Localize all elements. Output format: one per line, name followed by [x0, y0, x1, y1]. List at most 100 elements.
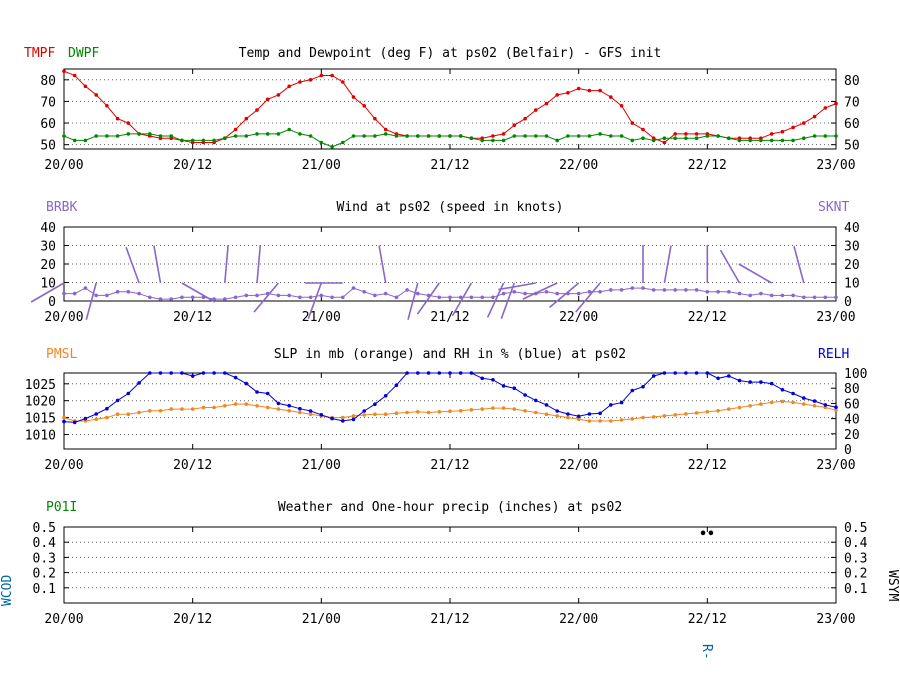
data-point-pmsl	[834, 408, 838, 413]
y-tick-label: 80	[844, 74, 860, 89]
data-point-sknt	[105, 293, 109, 298]
data-point-pmsl	[458, 409, 463, 413]
data-point-dwpf	[834, 134, 838, 138]
data-point-tmpf	[630, 121, 635, 125]
data-point-tmpf	[105, 104, 109, 108]
data-point-pmsl	[791, 400, 795, 405]
data-point-dwpf	[598, 132, 602, 136]
data-point-pmsl	[480, 407, 485, 411]
x-tick-label: 21/12	[430, 458, 469, 473]
y-tick-label: 1020	[25, 395, 56, 410]
data-point-sknt	[169, 297, 173, 301]
data-point-tmpf	[330, 73, 334, 78]
data-point-pmsl	[812, 404, 817, 408]
data-point-dwpf	[748, 138, 752, 143]
data-point-dwpf	[298, 132, 302, 136]
data-point-relh	[780, 387, 785, 392]
data-point-sknt	[651, 288, 656, 292]
data-point-sknt	[727, 290, 731, 294]
y-tick-label: 1015	[25, 412, 56, 427]
data-point-relh	[362, 409, 367, 413]
data-point-tmpf	[587, 88, 592, 93]
data-point-sknt	[823, 295, 828, 300]
data-point-relh	[437, 371, 442, 375]
data-point-dwpf	[341, 140, 345, 145]
data-point-pmsl	[437, 410, 442, 414]
data-point-relh	[791, 391, 795, 396]
data-point-relh	[426, 371, 431, 375]
data-point-tmpf	[94, 93, 98, 97]
data-point-dwpf	[416, 134, 420, 138]
data-point-dwpf	[469, 136, 474, 140]
data-point-relh	[544, 403, 549, 407]
wind-barb	[181, 282, 216, 303]
data-point-pmsl	[630, 417, 635, 421]
data-point-dwpf	[512, 134, 517, 138]
data-point-relh	[705, 371, 710, 375]
data-point-relh	[94, 412, 98, 416]
data-point-tmpf	[823, 106, 828, 110]
data-point-relh	[812, 399, 817, 403]
data-point-sknt	[72, 291, 77, 296]
data-point-dwpf	[276, 132, 281, 136]
data-point-dwpf	[362, 134, 367, 138]
x-tick-label: 20/12	[173, 612, 212, 627]
data-point-tmpf	[523, 116, 527, 121]
data-point-dwpf	[727, 136, 731, 140]
data-point-relh	[802, 396, 806, 400]
data-point-sknt	[394, 295, 399, 300]
data-point-tmpf	[576, 86, 581, 91]
x-tick-label: 20/12	[173, 310, 212, 325]
data-point-dwpf	[823, 134, 828, 138]
x-tick-label: 21/12	[430, 310, 469, 325]
data-point-dwpf	[126, 132, 131, 136]
data-point-dwpf	[72, 138, 77, 143]
data-point-relh	[265, 391, 270, 396]
data-point-pmsl	[759, 402, 763, 406]
data-point-relh	[72, 420, 77, 425]
data-point-dwpf	[94, 134, 98, 138]
data-point-pmsl	[555, 414, 559, 418]
data-point-pmsl	[373, 412, 377, 417]
data-point-dwpf	[405, 134, 409, 138]
data-point-relh	[512, 386, 517, 391]
data-point-pmsl	[362, 413, 367, 417]
data-point-tmpf	[308, 78, 313, 82]
data-point-sknt	[437, 295, 442, 300]
wind-barb	[451, 282, 473, 317]
temp-title: Temp and Dewpoint (deg F) at ps02 (Belfa…	[239, 46, 662, 61]
data-point-relh	[823, 403, 828, 407]
data-point-relh	[619, 400, 624, 405]
wind-barb	[793, 246, 805, 284]
data-point-relh	[244, 381, 249, 386]
y-tick-label: 20	[844, 428, 860, 443]
data-point-pmsl	[416, 410, 420, 414]
data-point-pmsl	[769, 400, 774, 405]
data-point-dwpf	[383, 132, 388, 136]
data-point-relh	[223, 371, 227, 375]
data-point-relh	[201, 371, 206, 375]
wind-barb	[256, 245, 262, 284]
data-point-dwpf	[223, 136, 227, 140]
data-point-sknt	[619, 288, 624, 292]
data-point-pmsl	[105, 415, 109, 420]
slp-title: SLP in mb (orange) and RH in % (blue) at…	[274, 347, 626, 362]
data-point-pmsl	[308, 412, 313, 417]
data-point-pmsl	[212, 405, 216, 410]
data-point-dwpf	[759, 138, 763, 143]
data-point-tmpf	[83, 84, 88, 89]
data-point-relh	[448, 371, 452, 375]
y-tick-label: 0.3	[844, 551, 867, 566]
data-point-tmpf	[566, 91, 570, 95]
data-point-tmpf	[62, 69, 66, 73]
data-point-pmsl	[727, 407, 731, 411]
data-point-tmpf	[684, 132, 688, 136]
wind-barb	[663, 245, 672, 284]
data-point-tmpf	[791, 125, 795, 130]
data-point-sknt	[662, 288, 667, 292]
data-point-relh	[190, 374, 195, 378]
data-point-pmsl	[158, 409, 163, 413]
data-point-dwpf	[255, 132, 259, 136]
y-tick-label: 30	[844, 240, 860, 255]
